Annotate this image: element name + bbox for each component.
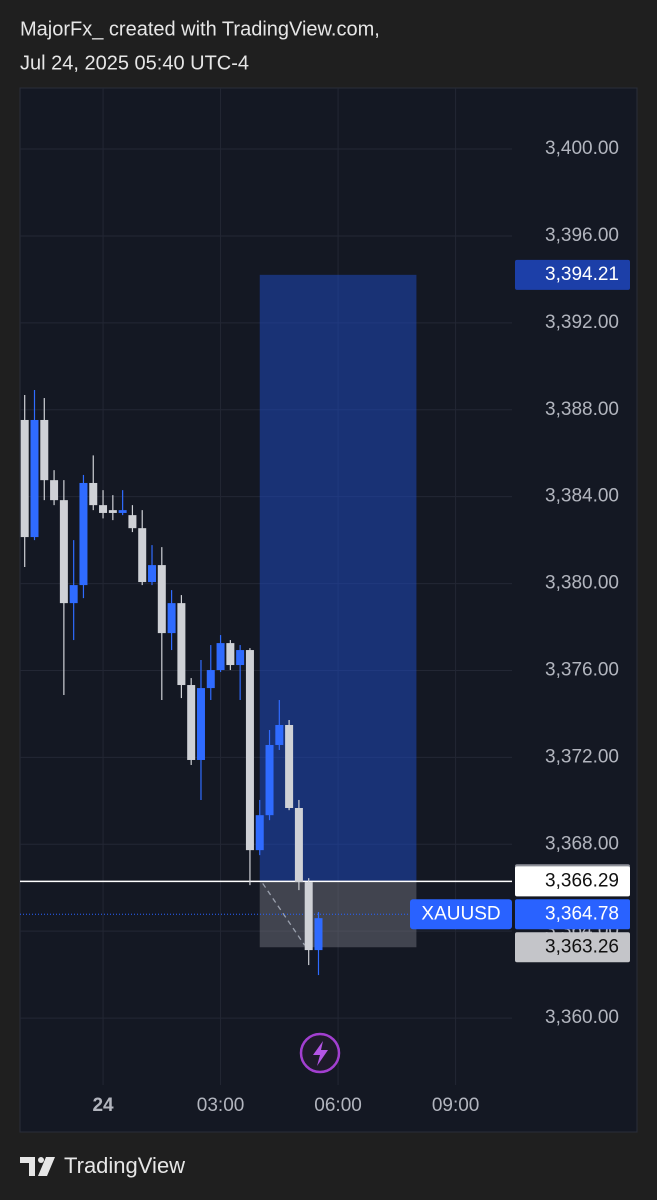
- candle-body: [128, 515, 137, 529]
- y-tick-label: 3,372.00: [545, 746, 619, 767]
- candle-body: [216, 643, 225, 671]
- logo-shape: [20, 1157, 35, 1176]
- candle-body: [89, 482, 98, 506]
- y-tick-label: 3,400.00: [545, 138, 619, 159]
- candle-body: [167, 603, 176, 634]
- candle-body: [314, 918, 323, 951]
- candle-body: [59, 500, 68, 604]
- candle-body: [245, 650, 254, 851]
- brand-logo: [20, 1157, 55, 1176]
- alert-bolt: [313, 1041, 328, 1066]
- y-tick-label: 3,376.00: [545, 659, 619, 680]
- candle-body: [138, 528, 147, 583]
- candle-body: [275, 725, 284, 745]
- y-tick-label: 3,360.00: [545, 1007, 619, 1028]
- candle-body: [99, 505, 108, 513]
- price-label-box: [515, 866, 630, 897]
- candle-body: [118, 510, 127, 513]
- y-tick-label: 3,368.00: [545, 833, 619, 854]
- x-tick-label: 09:00: [432, 1095, 480, 1116]
- symbol-tag: XAUUSD: [421, 903, 500, 924]
- price-label-box: [515, 932, 630, 963]
- candle-body: [294, 807, 303, 883]
- candle-body: [40, 419, 49, 481]
- y-tick-label: 3,380.00: [545, 573, 619, 594]
- candle-body: [30, 419, 39, 538]
- candle-body: [285, 725, 294, 808]
- candle-body: [20, 419, 29, 538]
- candle-body: [69, 585, 78, 604]
- price-label: 3,363.26: [545, 936, 619, 957]
- symbol-tag-box: [410, 899, 512, 930]
- brand-name: TradingView: [64, 1153, 185, 1178]
- price-label: 3,394.21: [545, 264, 619, 285]
- profit-zone: [259, 274, 417, 882]
- candle-body: [226, 643, 235, 666]
- x-tick-label: 03:00: [197, 1095, 245, 1116]
- candle-body: [157, 565, 166, 634]
- x-tick-label: 06:00: [314, 1095, 362, 1116]
- alert-icon: [299, 1032, 341, 1074]
- price-label: 3,366.29: [545, 870, 619, 891]
- candle-body: [148, 565, 157, 583]
- candle-body: [255, 815, 264, 851]
- candle-body: [108, 510, 117, 513]
- y-tick-label: 3,396.00: [545, 225, 619, 246]
- candle-body: [177, 603, 186, 686]
- y-tick-label: 3,384.00: [545, 486, 619, 507]
- logo-shape: [38, 1157, 55, 1176]
- header-line: MajorFx_ created with TradingView.com,: [20, 18, 380, 40]
- candle-body: [187, 685, 196, 760]
- candle-body: [50, 480, 59, 501]
- price-label: 3,364.78: [545, 903, 619, 924]
- candle-body: [236, 650, 245, 666]
- candle-body: [196, 688, 205, 760]
- candle-body: [304, 882, 313, 951]
- candle-body: [206, 670, 215, 689]
- y-tick-label: 3,392.00: [545, 312, 619, 333]
- candle-body: [79, 482, 88, 586]
- price-label-box: [515, 259, 630, 290]
- x-tick-label: 24: [92, 1095, 114, 1116]
- y-tick-label: 3,388.00: [545, 399, 619, 420]
- plot: 3,360.003,364.003,368.003,372.003,376.00…: [20, 88, 630, 1116]
- logo-shape: [38, 1157, 44, 1163]
- header-line: Jul 24, 2025 05:40 UTC-4: [20, 52, 249, 74]
- trade-path: [262, 883, 306, 946]
- candle-body: [265, 744, 274, 816]
- price-label-box: [515, 899, 630, 930]
